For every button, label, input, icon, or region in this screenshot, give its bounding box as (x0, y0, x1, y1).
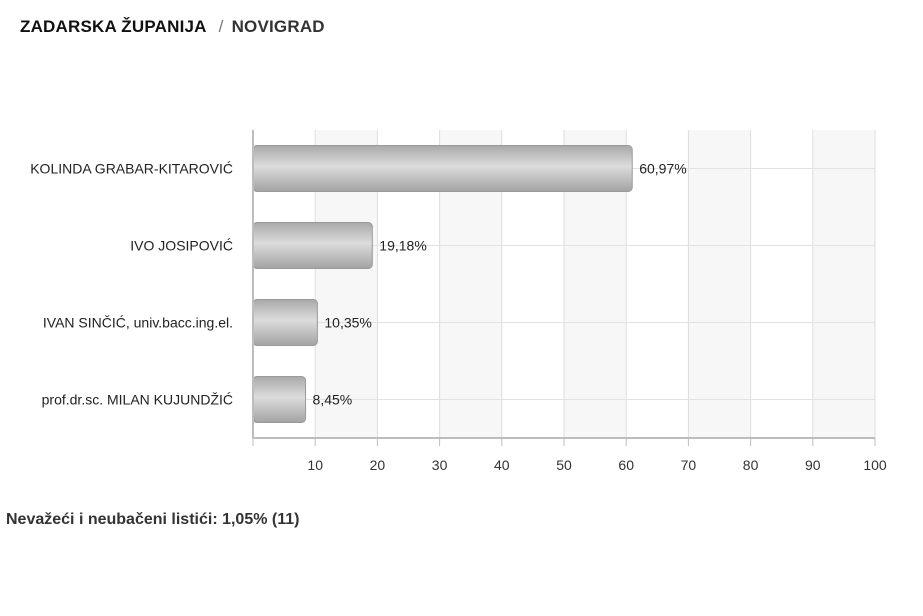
bar-value-label: 8,45% (313, 392, 353, 408)
plot-band (812, 130, 875, 438)
x-tick-label: 10 (307, 457, 323, 473)
x-tick-label: 40 (494, 457, 510, 473)
x-tick-label: 100 (863, 457, 887, 473)
plot-band (688, 130, 751, 438)
invalid-ballots-note: Nevažeći i neubačeni listići: 1,05% (11) (6, 511, 300, 528)
category-label: prof.dr.sc. MILAN KUJUNDŽIĆ (42, 392, 233, 408)
bar (252, 222, 373, 269)
x-tick-label: 70 (681, 457, 697, 473)
breadcrumb-region[interactable]: ZADARSKA ŽUPANIJA (20, 17, 207, 36)
bar (252, 299, 318, 346)
bar-value-label: 60,97% (639, 161, 686, 177)
bar (252, 376, 307, 423)
x-tick-label: 80 (743, 457, 759, 473)
bar-value-label: 19,18% (379, 238, 426, 254)
axes (252, 130, 876, 446)
category-label: IVAN SINČIĆ, univ.bacc.ing.el. (43, 315, 233, 331)
bars (252, 145, 633, 423)
x-tick-label: 50 (556, 457, 572, 473)
labels: 60,97% KOLINDA GRABAR-KITAROVIĆ 19,18% IVO … (30, 161, 887, 474)
bar-value-label: 10,35% (324, 315, 371, 331)
category-label: KOLINDA GRABAR-KITAROVIĆ (30, 161, 233, 177)
category-label: IVO JOSIPOVIĆ (130, 238, 233, 254)
x-tick-label: 90 (805, 457, 821, 473)
x-tick-label: 30 (432, 457, 448, 473)
breadcrumb-city: NOVIGRAD (231, 17, 325, 36)
plot-bands (315, 130, 875, 438)
bar (252, 145, 633, 192)
x-tick-label: 60 (618, 457, 634, 473)
breadcrumb-separator: / (218, 17, 224, 36)
results-bar-chart: 60,97% KOLINDA GRABAR-KITAROVIĆ 19,18% IVO … (30, 130, 887, 474)
x-tick-label: 20 (370, 457, 386, 473)
breadcrumb: ZADARSKA ŽUPANIJA / NOVIGRAD (20, 17, 325, 37)
